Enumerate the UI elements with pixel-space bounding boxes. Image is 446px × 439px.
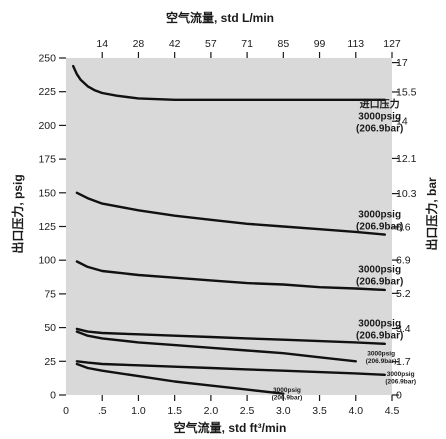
curve-2 bbox=[75, 191, 386, 236]
right-tick-label: 5.2 bbox=[396, 288, 411, 300]
left-tick-label: 225 bbox=[38, 86, 56, 98]
curve-3 bbox=[75, 260, 386, 292]
right-axis-title: 出口压力, bar bbox=[424, 177, 439, 251]
left-tick-label: 150 bbox=[38, 187, 56, 199]
curve-annotation-6-line-2: (206.9bar) bbox=[385, 378, 416, 385]
curve-1 bbox=[72, 64, 386, 101]
curve-annotation-2-line-1: 3000psig bbox=[358, 209, 401, 220]
bottom-tick-label: 1.0 bbox=[131, 405, 146, 417]
top-tick-label: 14 bbox=[96, 38, 108, 50]
right-axis: 0 1.7 3.4 5.2 6.9 8.6 10.3 12.1 14 15.5 17 bbox=[392, 57, 417, 402]
curve-annotation-7-line-2: (206.9bar) bbox=[272, 395, 303, 402]
top-tick-label: 113 bbox=[347, 38, 364, 50]
bottom-axis: 0 .5 1.0 1.5 2.0 2.5 3.0 3.5 4.0 4.5 bbox=[63, 395, 399, 417]
right-tick-label: 14 bbox=[396, 116, 408, 128]
curve-4 bbox=[75, 327, 386, 345]
left-tick-label: 175 bbox=[38, 154, 56, 166]
left-tick-label: 250 bbox=[38, 53, 56, 65]
curves-group bbox=[72, 64, 386, 395]
curve-annotation-1-line-1: 进口压力 bbox=[360, 97, 400, 110]
curve-annotation-4-line-2: (206.9bar) bbox=[356, 330, 403, 341]
left-tick-label: 50 bbox=[44, 322, 56, 334]
top-tick-label: 71 bbox=[241, 38, 253, 50]
right-tick-label: 17 bbox=[396, 57, 408, 69]
curve-annotation-3-line-2: (206.9bar) bbox=[356, 277, 403, 288]
bottom-tick-label: 3.0 bbox=[276, 405, 291, 417]
right-tick-label: 6.9 bbox=[396, 255, 411, 267]
bottom-tick-label: 4.5 bbox=[385, 405, 400, 417]
left-axis: 0 25 50 75 100 125 150 175 200 225 250 bbox=[38, 53, 66, 402]
left-tick-label: 100 bbox=[38, 255, 56, 267]
bottom-tick-label: .5 bbox=[98, 405, 107, 417]
top-tick-label: 99 bbox=[314, 38, 326, 50]
left-tick-label: 25 bbox=[44, 356, 56, 368]
bottom-tick-label: 1.5 bbox=[167, 405, 182, 417]
curve-6 bbox=[75, 360, 386, 376]
curve-annotation-4-line-1: 3000psig bbox=[358, 318, 401, 329]
left-tick-label: 75 bbox=[44, 288, 56, 300]
curve-annotation-2-line-2: (206.9bar) bbox=[356, 221, 403, 232]
top-tick-label: 127 bbox=[383, 38, 401, 50]
top-tick-label: 57 bbox=[205, 38, 217, 50]
right-tick-label: 0 bbox=[396, 390, 402, 402]
curve-annotation-5-line-2: (206.9bar) bbox=[366, 358, 397, 365]
annotations-group: 进口压力3000psig(206.9bar)3000psig(206.9bar)… bbox=[272, 97, 416, 401]
bottom-tick-label: 0 bbox=[63, 405, 69, 417]
top-axis-title: 空气流量, std L/min bbox=[166, 10, 274, 25]
curve-annotation-3-line-1: 3000psig bbox=[358, 265, 401, 276]
bottom-tick-label: 3.5 bbox=[312, 405, 327, 417]
curve-7 bbox=[75, 362, 285, 395]
right-tick-label: 10.3 bbox=[396, 188, 417, 200]
curve-annotation-7-line-1: 3000psig bbox=[273, 387, 301, 394]
top-tick-label: 85 bbox=[277, 38, 289, 50]
left-tick-label: 125 bbox=[38, 221, 56, 233]
bottom-axis-title: 空气流量, std ft³/min bbox=[174, 420, 287, 435]
right-tick-label: 12.1 bbox=[396, 153, 417, 165]
right-tick-label: 15.5 bbox=[396, 86, 417, 98]
left-tick-label: 0 bbox=[50, 390, 56, 402]
left-tick-label: 200 bbox=[38, 120, 56, 132]
curve-annotation-6-line-1: 3000psig bbox=[387, 371, 415, 378]
curve-annotation-1-line-3: (206.9bar) bbox=[356, 123, 403, 134]
top-tick-label: 28 bbox=[133, 38, 145, 50]
right-tick-label: 1.7 bbox=[396, 356, 411, 368]
top-axis: 14 28 42 57 71 85 99 113 127 bbox=[96, 38, 401, 58]
bottom-tick-label: 4.0 bbox=[348, 405, 363, 417]
curve-annotation-5-line-1: 3000psig bbox=[367, 351, 395, 358]
right-tick-label: 8.6 bbox=[396, 221, 411, 233]
curve-5 bbox=[75, 330, 357, 363]
left-axis-title: 出口压力, psig bbox=[10, 174, 25, 253]
plot-area bbox=[66, 58, 392, 395]
top-tick-label: 42 bbox=[169, 38, 181, 50]
bottom-tick-label: 2.0 bbox=[204, 405, 219, 417]
curve-annotation-1-line-2: 3000psig bbox=[358, 111, 401, 122]
right-tick-label: 3.4 bbox=[396, 323, 411, 335]
bottom-tick-label: 2.5 bbox=[240, 405, 255, 417]
